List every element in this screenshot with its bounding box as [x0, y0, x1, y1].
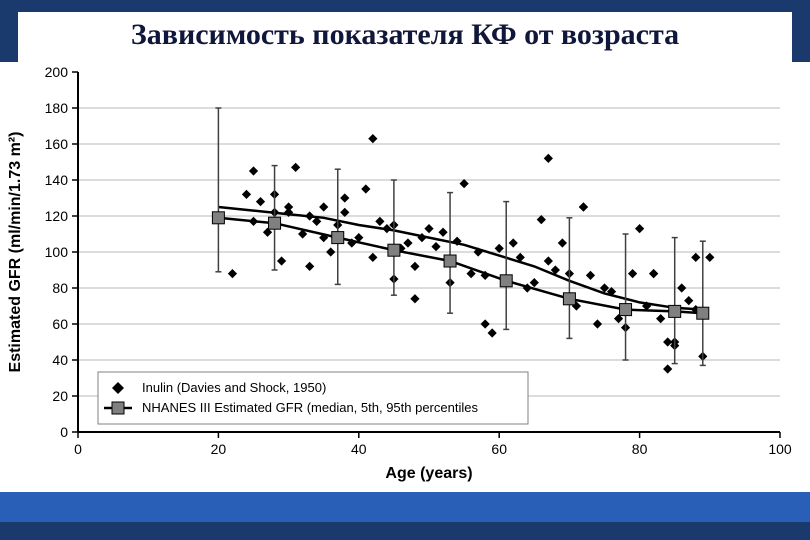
title-bar: Зависимость показателя КФ от возраста: [18, 8, 792, 62]
chart-area: 0 20 40 60 80 100 120 140 160 180 200 0 20 40 60 80 100 A…: [0, 62, 810, 492]
footer-strip: [0, 492, 810, 522]
svg-text:100: 100: [768, 441, 792, 457]
svg-text:200: 200: [45, 64, 69, 80]
svg-text:160: 160: [45, 136, 69, 152]
svg-text:40: 40: [351, 441, 367, 457]
svg-text:40: 40: [52, 352, 68, 368]
svg-text:100: 100: [45, 244, 69, 260]
svg-text:NHANES III Estimated GFR (medi: NHANES III Estimated GFR (median, 5th, 9…: [142, 400, 478, 415]
svg-text:180: 180: [45, 100, 69, 116]
gfr-vs-age-chart: 0 20 40 60 80 100 120 140 160 180 200 0 20 40 60 80 100 A…: [0, 62, 810, 492]
page-title: Зависимость показателя КФ от возраста: [18, 18, 792, 52]
svg-text:0: 0: [60, 424, 68, 440]
svg-text:0: 0: [74, 441, 82, 457]
svg-text:80: 80: [52, 280, 68, 296]
svg-text:120: 120: [45, 208, 69, 224]
svg-text:Estimated GFR (ml/min/1.73 m²): Estimated GFR (ml/min/1.73 m²): [7, 132, 24, 373]
svg-text:60: 60: [491, 441, 507, 457]
svg-text:Age (years): Age (years): [385, 465, 472, 482]
svg-text:60: 60: [52, 316, 68, 332]
svg-text:80: 80: [632, 441, 648, 457]
svg-text:20: 20: [211, 441, 227, 457]
svg-text:Inulin (Davies and Shock, 1950: Inulin (Davies and Shock, 1950): [142, 380, 326, 395]
svg-text:140: 140: [45, 172, 69, 188]
svg-text:20: 20: [52, 388, 68, 404]
